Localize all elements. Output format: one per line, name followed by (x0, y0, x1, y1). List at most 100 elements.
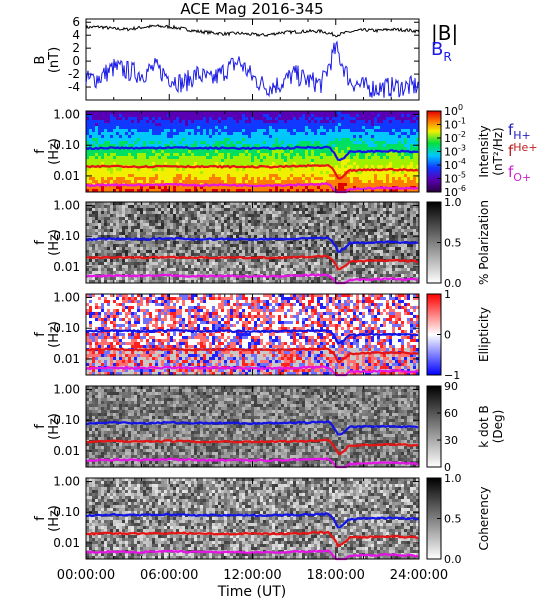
field-y-tick-label: 6 (72, 15, 80, 29)
time-axis: 00:00:00 06:00:00 12:00:00 18:00:00 24:00:00 (57, 19, 448, 583)
field-ylabel-unit: (nT) (47, 47, 62, 73)
polarization-colorbar-label: % Polarization (477, 200, 491, 285)
kdotb-colorbar-tick-label: 60 (444, 407, 458, 420)
polarization-f-he-line (85, 254, 419, 271)
intensity-f-he-line (85, 163, 419, 180)
field-y-tick-label: 2 (72, 41, 80, 55)
ellipticity-f-o-line (85, 365, 419, 377)
time-tick-label: 18:00:00 (307, 568, 365, 583)
kdotb-colorbar-tick-label: 90 (444, 380, 458, 393)
legend-b-r: BR (431, 39, 452, 64)
polarization-colorbar-tick-label: 1.0 (444, 196, 462, 209)
field-y-tick-label: -2 (68, 67, 80, 81)
polarization-f-h-line (85, 236, 419, 254)
polarization-y-tick-label: 0.01 (53, 260, 80, 274)
kdotb-colorbar-tick-label: 0 (444, 461, 451, 474)
coherency-colorbar-label: Coherency (477, 486, 491, 550)
ellipticity-colorbar-tick-label: −1 (444, 369, 460, 382)
intensity-panel: 1.00 0.10 0.01 f (Hz) 10010-110-210-310-410-5… (33, 103, 505, 199)
kdotb-f-h-line (85, 420, 419, 436)
coherency-spectrogram (86, 478, 419, 559)
ellipticity-y-tick-label: 0.01 (53, 352, 80, 366)
ellipticity-colorbar-tick-label: 0 (444, 329, 451, 342)
ellipticity-panel: 1.00 0.10 0.01 f (Hz) 1 0 −1 Ellipticity (33, 288, 491, 382)
frequency-panels: 1.000.100.01f (Hz)10010-110-210-310-410-5… (33, 103, 505, 566)
coherency-y-tick-label: 0.01 (53, 536, 80, 550)
coherency-colorbar-tick-label: 0.5 (444, 513, 462, 526)
intensity-colorbar-label: Intensity (477, 125, 491, 177)
coherency-panel: 1.00 0.10 0.01 f (Hz) 1.0 0.5 0.0 Coherency (33, 472, 491, 566)
kdotb-colorbar-label: k dot B (477, 405, 491, 447)
intensity-ylabel-unit: (Hz) (47, 138, 62, 165)
polarization-colorbar-tick-label: 0.0 (444, 277, 462, 290)
ellipticity-y-tick-label: 0.10 (53, 321, 80, 335)
polarization-y-tick-label: 0.10 (53, 229, 80, 243)
coherency-f-he-line (85, 530, 419, 548)
kdotb-y-tick-label: 0.01 (53, 444, 80, 458)
field-y-tick-label: -4 (68, 80, 80, 94)
intensity-colorbar-tick-label: 100 (444, 103, 463, 118)
field-y-tick-label: 4 (72, 28, 80, 42)
kdotb-panel: 1.00 0.10 0.01 f (Hz) 90 60 30 0 k dot B (Deg) (33, 380, 505, 474)
kdotb-y-tick-label: 0.10 (53, 413, 80, 427)
legend-f-o: fO+ (508, 163, 531, 184)
intensity-colorbar-unit: (nT²/Hz) (491, 127, 505, 175)
intensity-f-h-line (85, 145, 418, 162)
ellipticity-y-tick-label: 1.00 (53, 291, 80, 305)
intensity-y-tick-label: 1.00 (53, 108, 80, 122)
coherency-colorbar-tick-label: 0.0 (444, 553, 462, 566)
coherency-f-o-line (85, 549, 419, 561)
legend-b-total: |B| (431, 21, 458, 45)
ellipticity-colorbar-label: Ellipticity (477, 307, 491, 362)
ellipticity-ylabel-unit: (Hz) (47, 321, 62, 348)
intensity-colorbar-tick-label: 10-5 (444, 171, 466, 186)
kdotb-ylabel-unit: (Hz) (47, 413, 62, 440)
time-tick-label: 24:00:00 (390, 568, 448, 583)
ellipticity-ylabel-f: f (33, 332, 48, 337)
coherency-y-tick-label: 1.00 (53, 475, 80, 489)
intensity-colorbar-tick-label: 10-4 (444, 157, 466, 172)
legend-f-he: fHe+ (508, 141, 538, 160)
intensity-colorbar-tick-label: 10-2 (444, 130, 466, 145)
time-tick-label: 06:00:00 (140, 568, 198, 583)
polarization-panel: 1.00 0.10 0.01 f (Hz) 1.0 0.5 0.0 % Polarization (33, 196, 491, 290)
gyrofrequency-legend: fH+ fHe+ fO+ (508, 121, 538, 184)
field-y-tick-label: 0 (72, 54, 80, 68)
legend-f-h: fH+ (508, 121, 531, 142)
b-total-line (85, 24, 420, 38)
polarization-ylabel-f: f (33, 240, 48, 245)
intensity-y-tick-label: 0.10 (53, 138, 80, 152)
coherency-colorbar-tick-label: 1.0 (444, 472, 462, 485)
time-tick-label: 12:00:00 (223, 568, 281, 583)
coherency-ylabel-f: f (33, 516, 48, 521)
intensity-colorbar-tick-label: 10-1 (444, 117, 466, 132)
b-r-line (85, 40, 420, 98)
intensity-ylabel-f: f (33, 149, 48, 154)
intensity-colorbar-tick-label: 10-6 (444, 184, 466, 199)
ellipticity-colorbar-tick-label: 1 (444, 288, 451, 301)
kdotb-y-tick-label: 1.00 (53, 383, 80, 397)
time-axis-label: Time (UT) (217, 584, 286, 600)
ellipticity-f-he-line (85, 347, 419, 364)
kdotb-colorbar-tick-label: 30 (444, 434, 458, 447)
kdotb-f-o-line (85, 457, 419, 469)
polarization-colorbar-tick-label: 0.5 (444, 237, 462, 250)
coherency-y-tick-label: 0.10 (53, 505, 80, 519)
figure-title: ACE Mag 2016-345 (180, 0, 323, 18)
intensity-colorbar-tick-label: 10-3 (444, 144, 466, 159)
time-tick-label: 00:00:00 (57, 568, 115, 583)
intensity-y-tick-label: 0.01 (53, 169, 80, 183)
coherency-f-h-line (85, 512, 419, 529)
kdotb-colorbar (426, 385, 442, 468)
ellipticity-f-h-line (85, 328, 419, 345)
coherency-ylabel-unit: (Hz) (47, 505, 62, 532)
field-ylabel-b: B (33, 56, 48, 65)
polarization-spectrogram (86, 202, 419, 283)
kdotb-ylabel-f: f (33, 424, 48, 429)
kdotb-colorbar-unit: (Deg) (491, 410, 505, 444)
polarization-y-tick-label: 1.00 (53, 199, 80, 213)
polarization-ylabel-unit: (Hz) (47, 229, 62, 256)
